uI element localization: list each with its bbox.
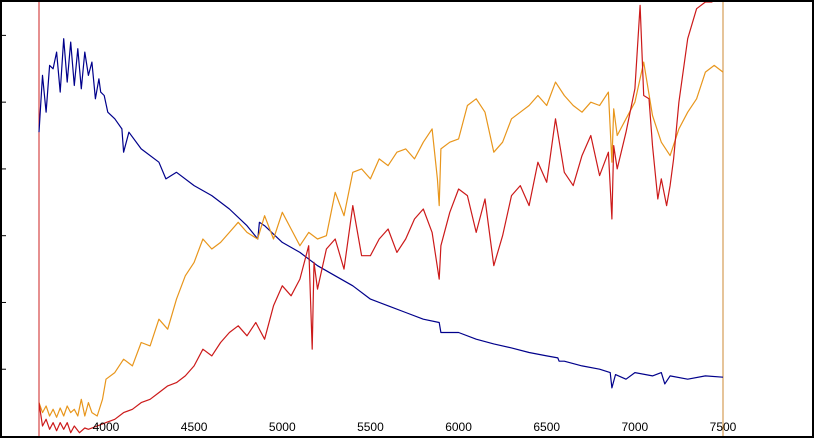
x-tick-label-7500: 7500: [710, 420, 737, 434]
x-tick-label-7000: 7000: [622, 420, 649, 434]
blue-spectrum-line: [38, 38, 724, 389]
red-spectrum-line: [38, 2, 713, 434]
orange-spectrum-line: [38, 61, 724, 418]
x-tick-label-6000: 6000: [445, 420, 472, 434]
x-tick-label-4000: 4000: [93, 420, 120, 434]
x-tick-label-5000: 5000: [269, 420, 296, 434]
x-tick-label-5500: 5500: [357, 420, 384, 434]
x-tick-label-4500: 4500: [181, 420, 208, 434]
x-tick-label-6500: 6500: [533, 420, 560, 434]
